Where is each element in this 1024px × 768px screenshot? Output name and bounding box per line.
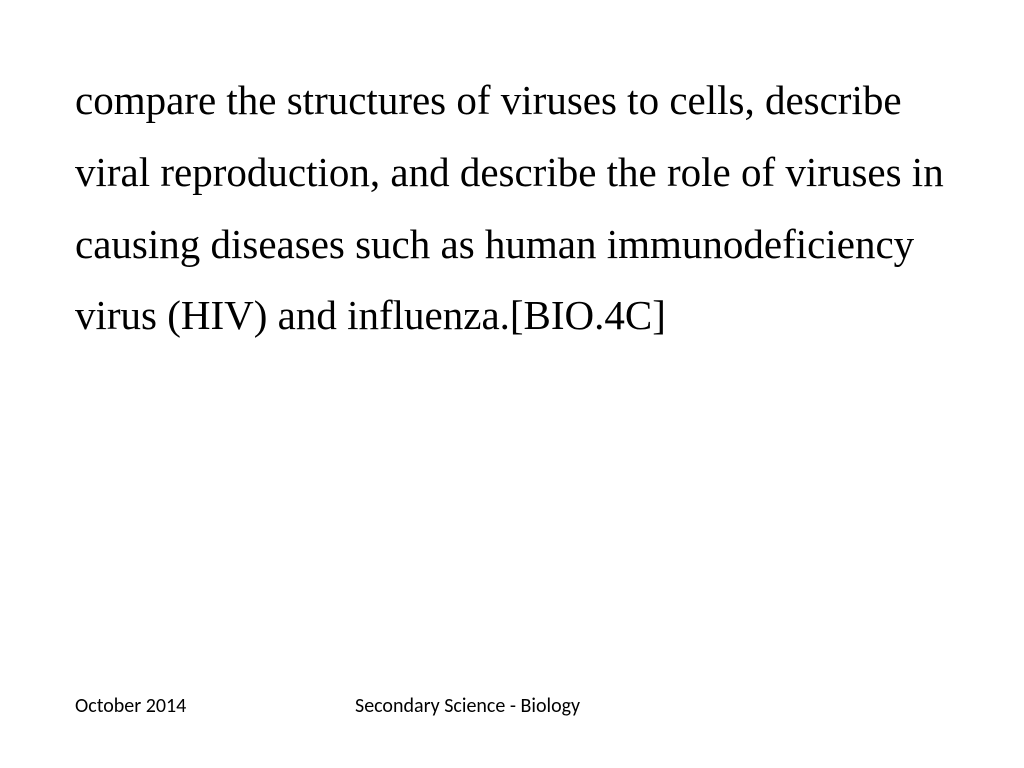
footer-date: October 2014	[75, 694, 355, 718]
footer-subject: Secondary Science - Biology	[355, 694, 964, 718]
slide-body-text: compare the structures of viruses to cel…	[75, 65, 964, 694]
slide-container: compare the structures of viruses to cel…	[0, 0, 1024, 768]
slide-footer: October 2014 Secondary Science - Biology	[75, 694, 964, 728]
